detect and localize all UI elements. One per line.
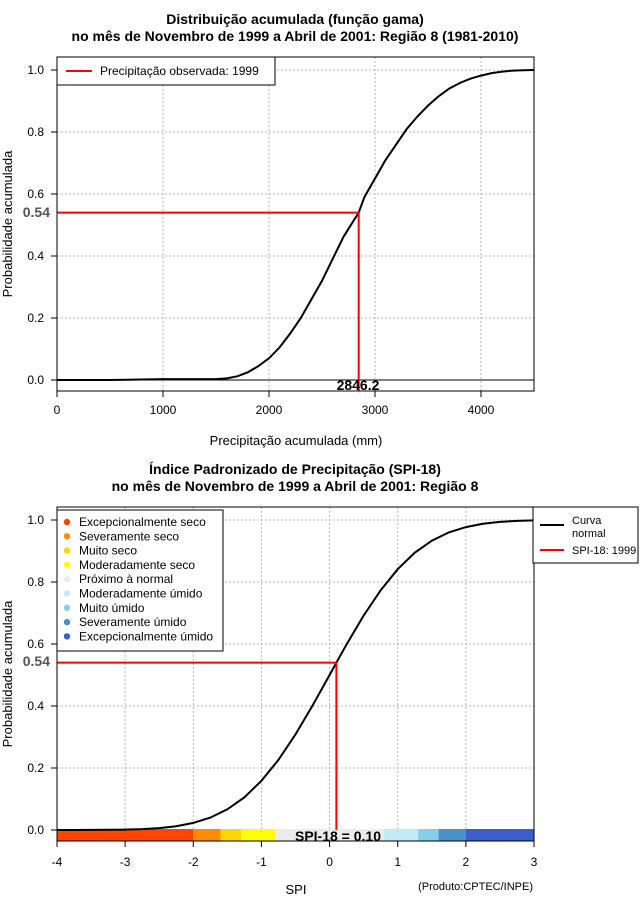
category-legend-box — [56, 509, 224, 652]
category-legend-marker — [63, 604, 71, 611]
chart1-x-tick-label: 1000 — [150, 403, 177, 417]
category-legend-marker — [63, 547, 71, 554]
gamma-cdf-chart: Distribuição acumulada (função gama) no … — [0, 11, 535, 448]
category-legend-marker — [63, 618, 71, 626]
spi-band — [384, 829, 419, 841]
chart2-y-tick-label: 1.0 — [27, 513, 44, 527]
series-legend-label-spi: SPI-18: 1999 — [572, 545, 636, 557]
chart1-x-tick-label: 3000 — [362, 403, 389, 417]
chart2-x-tick-label: 1 — [394, 855, 401, 869]
chart1-y-tick-label: 0.4 — [27, 249, 44, 263]
spi-band — [220, 829, 241, 841]
series-legend-label-curve-1: Curva — [572, 515, 602, 527]
chart2-subtitle: no mês de Novembro de 1999 a Abril de 20… — [112, 478, 479, 494]
chart2-normal-curve — [57, 519, 535, 831]
category-legend-label: Próximo à normal — [79, 572, 173, 586]
chart2-x-tick-label: -3 — [120, 855, 131, 869]
chart1-y-tick-label: 0.2 — [27, 311, 44, 325]
chart1-x-axis: 0 1000 2000 3000 4000 — [54, 391, 495, 417]
chart2-title: Índice Padronizado de Precipitação (SPI-… — [149, 461, 441, 477]
spi-band — [57, 829, 194, 841]
chart1-y-axis: 0.0 0.2 0.4 0.6 0.8 1.0 — [27, 63, 57, 387]
chart1-legend-box — [56, 56, 276, 86]
spi-band — [465, 829, 534, 841]
category-legend-marker — [63, 561, 71, 569]
chart2-x-tick-label: 3 — [531, 855, 538, 869]
chart2-y-tick-label: 0.2 — [27, 761, 44, 775]
category-legend-label: Moderadamente seco — [79, 558, 195, 572]
chart1-observed-marker — [57, 211, 360, 391]
chart1-x-tick-label: 0 — [54, 403, 61, 417]
spi-band — [240, 829, 276, 841]
chart1-y-tick-label: 1.0 — [27, 63, 44, 77]
chart2-y-tick-label: 0.0 — [27, 823, 44, 837]
series-legend: Curva normal SPI-18: 1999 — [532, 506, 639, 564]
spi-band — [438, 829, 466, 841]
series-legend-box — [532, 506, 639, 564]
chart1-plot-frame — [56, 56, 535, 392]
chart1-y-tick-label: 0.8 — [27, 125, 44, 139]
chart1-y-tick-label: 0.0 — [27, 373, 44, 387]
spi-band — [275, 829, 385, 841]
category-legend-label: Moderadamente úmido — [79, 587, 203, 601]
category-legend-marker — [63, 533, 71, 540]
chart2-x-tick-label: -1 — [256, 855, 267, 869]
spi-category-bar — [57, 829, 534, 841]
chart2-x-axis-label: SPI — [286, 882, 307, 897]
category-legend-label: Severamente seco — [79, 529, 179, 543]
chart2-x-tick-label: 2 — [463, 855, 470, 869]
chart1-x-tick-label: 4000 — [468, 403, 495, 417]
chart2-x-tick-label: -2 — [188, 855, 199, 869]
category-legend-marker — [63, 518, 71, 526]
chart1-x-tick-label: 2000 — [256, 403, 283, 417]
chart2-x-tick-label: 0 — [326, 855, 333, 869]
chart1-title: Distribuição acumulada (função gama) — [166, 11, 424, 27]
category-legend-label: Muito úmido — [79, 601, 145, 615]
spi-chart: Índice Padronizado de Precipitação (SPI-… — [0, 461, 639, 897]
series-legend-label-curve-2: normal — [572, 528, 606, 540]
chart2-marker-y-label: 0.54 — [23, 653, 50, 669]
spi-value-annotation: SPI-18 = 0.10 — [295, 828, 381, 844]
chart2-plot-frame — [56, 506, 535, 842]
category-legend-label: Excepcionalmente úmido — [79, 629, 213, 643]
chart1-legend: Precipitação observada: 1999 — [56, 56, 276, 86]
category-legend-marker — [63, 576, 71, 583]
category-legend-label: Muito seco — [79, 544, 137, 558]
spi-band — [418, 829, 439, 841]
chart2-x-tick-label: -4 — [52, 855, 63, 869]
category-legend-label: Excepcionalmente seco — [79, 515, 206, 529]
chart2-y-tick-label: 0.6 — [27, 637, 44, 651]
chart2-y-tick-label: 0.8 — [27, 575, 44, 589]
chart1-marker-x-label: 2846.2 — [337, 377, 380, 393]
chart1-y-tick-label: 0.6 — [27, 187, 44, 201]
chart2-y-axis-label: Probabilidade acumulada — [0, 600, 15, 747]
chart1-marker-y-label: 0.54 — [23, 204, 50, 220]
spi-band — [193, 829, 221, 841]
chart1-subtitle: no mês de Novembro de 1999 a Abril de 20… — [72, 28, 519, 44]
chart2-y-axis: 0.0 0.2 0.4 0.6 0.8 1.0 — [27, 513, 57, 837]
category-legend-marker — [63, 633, 71, 640]
chart1-legend-label: Precipitação observada: 1999 — [100, 64, 259, 78]
chart2-x-axis: -4 -3 -2 -1 0 1 2 3 — [52, 841, 538, 869]
category-legend-label: Severamente úmido — [79, 615, 187, 629]
chart2-spi-marker — [57, 661, 338, 830]
chart1-y-axis-label: Probabilidade acumulada — [0, 150, 15, 297]
chart2-y-tick-label: 0.4 — [27, 699, 44, 713]
chart1-x-axis-label: Precipitação acumulada (mm) — [210, 433, 383, 448]
credit-text: (Produto:CPTEC/INPE) — [418, 881, 533, 893]
category-legend-marker — [63, 590, 71, 597]
